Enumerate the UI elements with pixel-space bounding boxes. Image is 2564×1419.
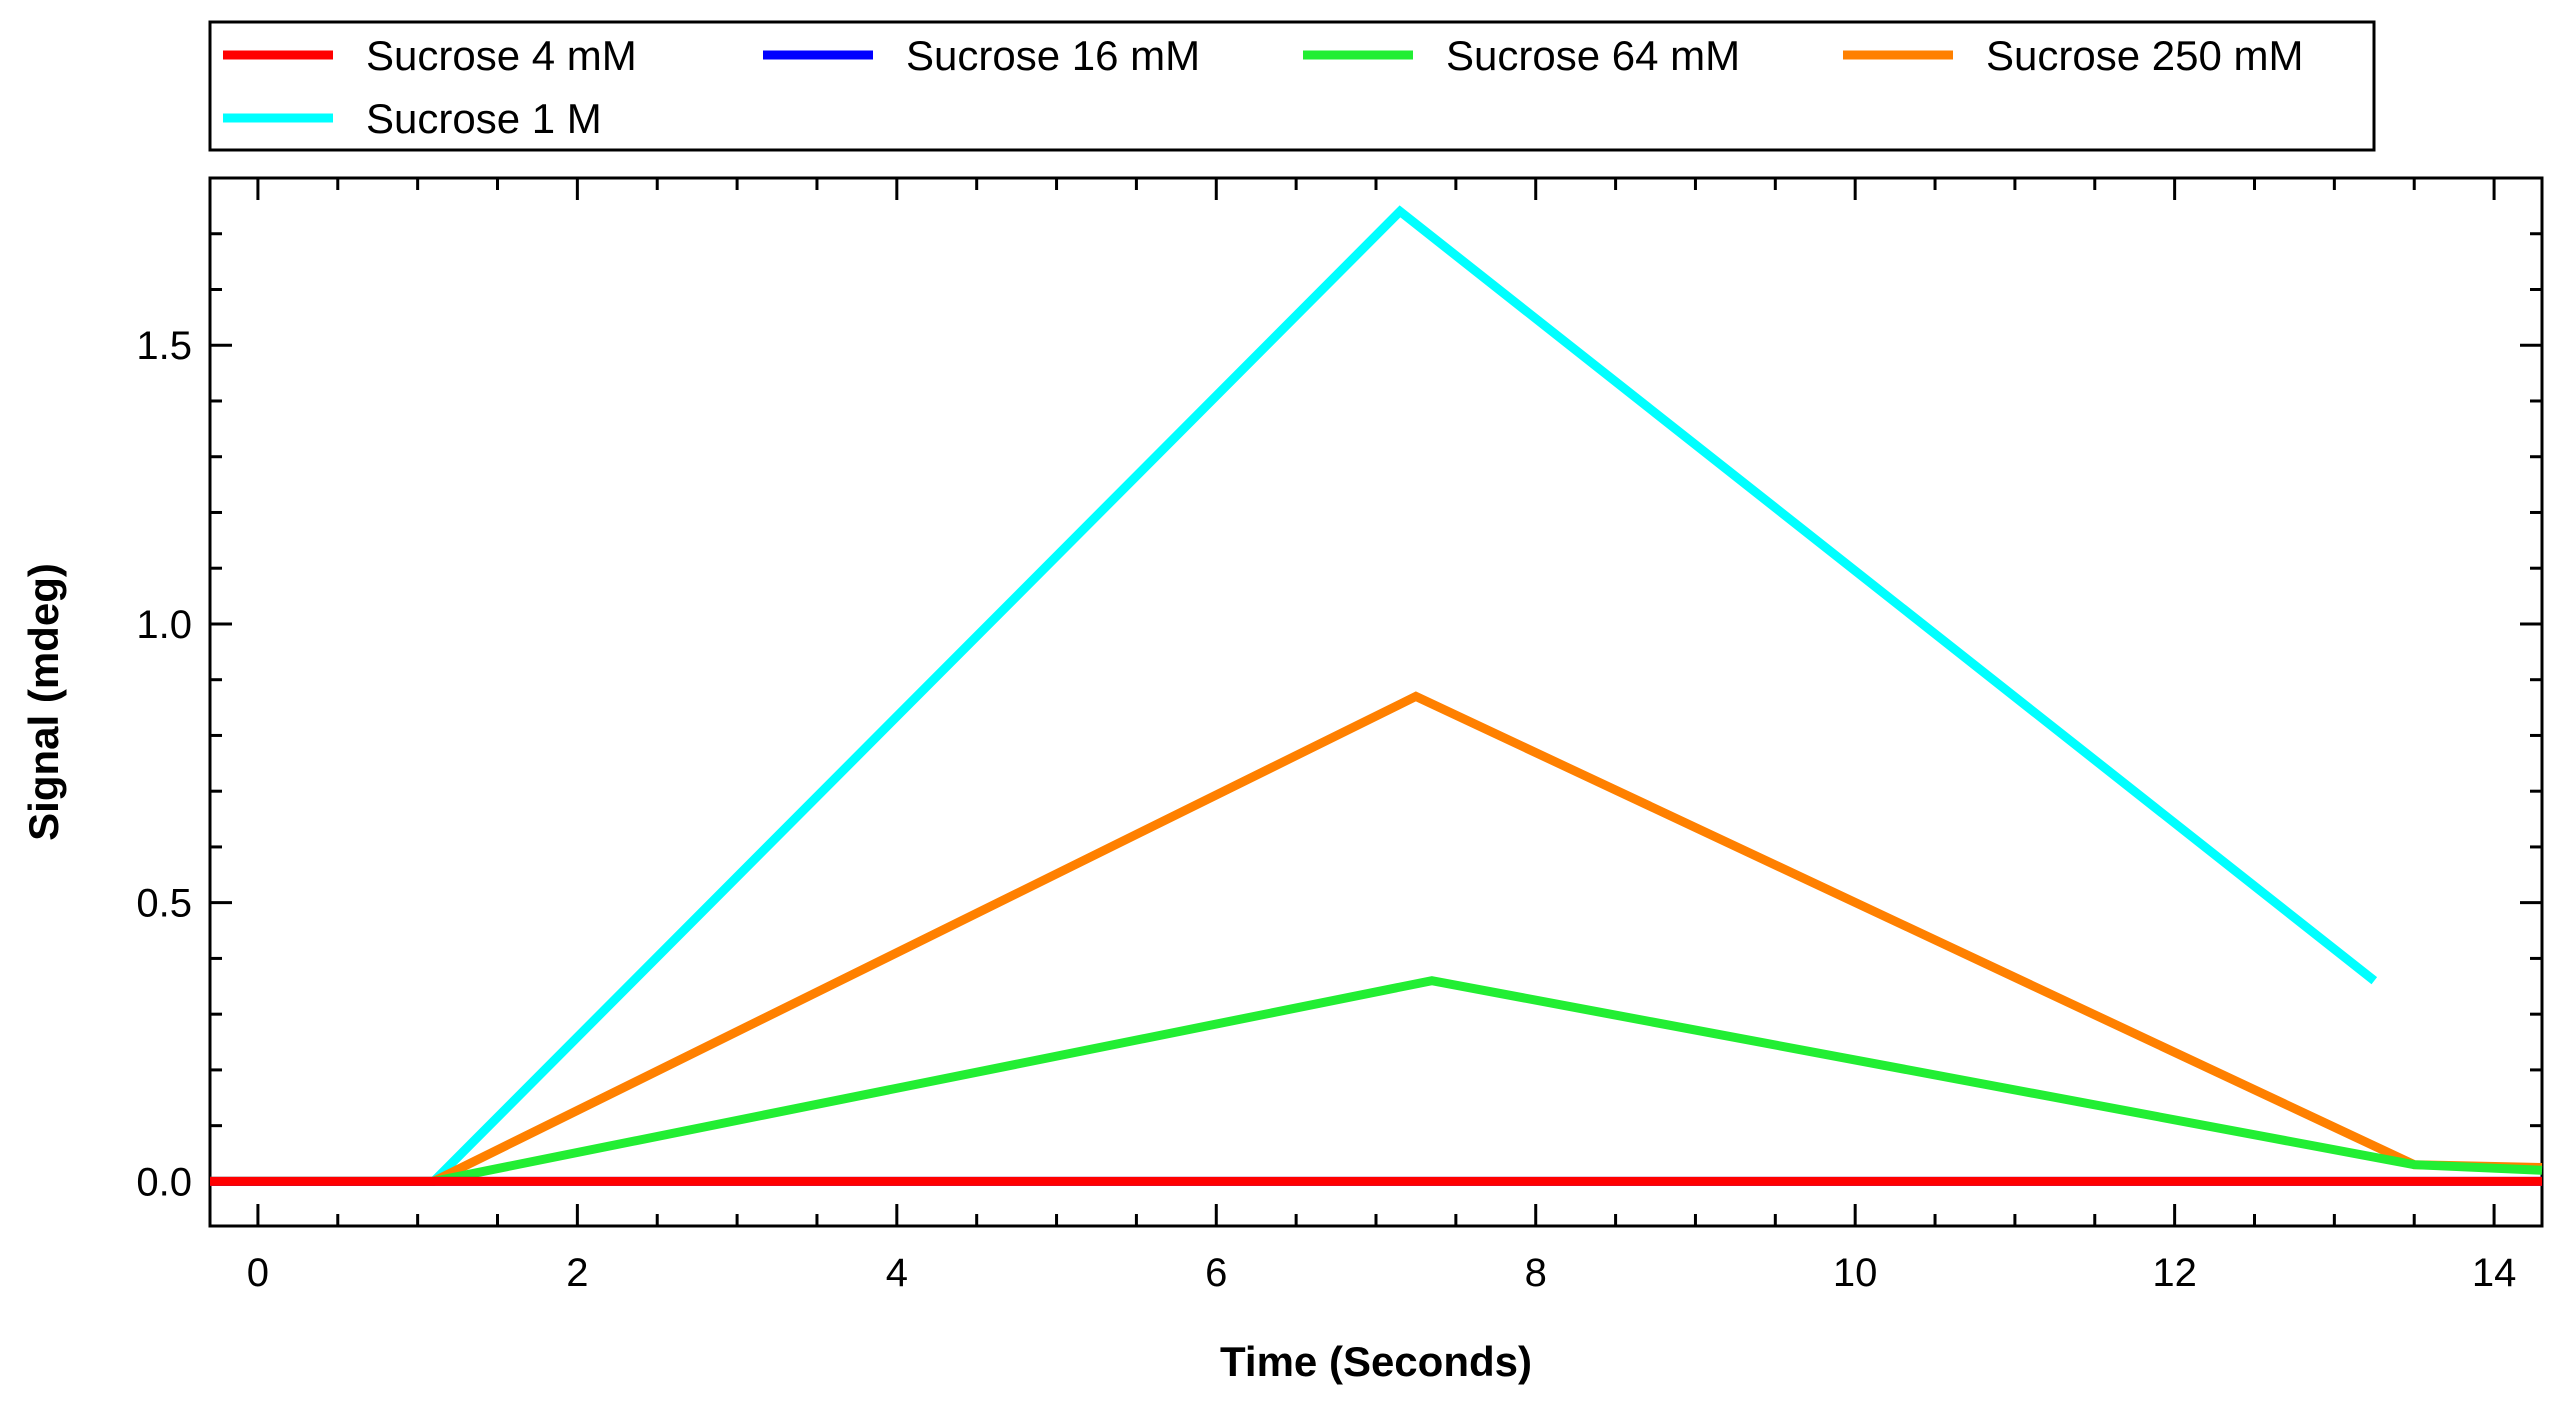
y-tick-label: 1.0 bbox=[136, 603, 192, 647]
y-axis-ticks: 0.0 0.5 1.0 1.5 bbox=[136, 176, 2542, 1204]
x-tick-label: 0 bbox=[247, 1251, 269, 1295]
x-tick-label: 12 bbox=[2152, 1251, 2197, 1295]
series-line-sucrose-1-m bbox=[430, 205, 2378, 1185]
legend-label-sucrose-1-m: Sucrose 1 M bbox=[366, 95, 602, 142]
x-tick-label: 6 bbox=[1205, 1251, 1227, 1295]
y-tick-label: 1.5 bbox=[136, 324, 192, 368]
y-tick-label: 0.5 bbox=[136, 882, 192, 926]
x-tick-label: 10 bbox=[1833, 1251, 1878, 1295]
y-tick-label: 0.0 bbox=[136, 1160, 192, 1204]
x-tick-label: 2 bbox=[566, 1251, 588, 1295]
legend: Sucrose 4 mM Sucrose 16 mM Sucrose 64 mM Su… bbox=[208, 20, 2376, 152]
legend-frame bbox=[208, 20, 2376, 152]
legend-label-sucrose-64-mm: Sucrose 64 mM bbox=[1446, 32, 1740, 79]
x-tick-label: 8 bbox=[1525, 1251, 1547, 1295]
plot-frame bbox=[208, 176, 2544, 1228]
x-tick-label: 4 bbox=[886, 1251, 908, 1295]
legend-label-sucrose-4-mm: Sucrose 4 mM bbox=[366, 32, 637, 79]
x-tick-label: 14 bbox=[2472, 1251, 2517, 1295]
legend-label-sucrose-250-mm: Sucrose 250 mM bbox=[1986, 32, 2303, 79]
series-lines bbox=[210, 205, 2543, 1186]
x-axis-ticks: 0 2 4 6 8 10 12 14 bbox=[247, 178, 2517, 1295]
x-axis-title: Time (Seconds) bbox=[1220, 1338, 1532, 1385]
legend-label-sucrose-16-mm: Sucrose 16 mM bbox=[906, 32, 1200, 79]
y-axis-title: Signal (mdeg) bbox=[20, 563, 67, 841]
